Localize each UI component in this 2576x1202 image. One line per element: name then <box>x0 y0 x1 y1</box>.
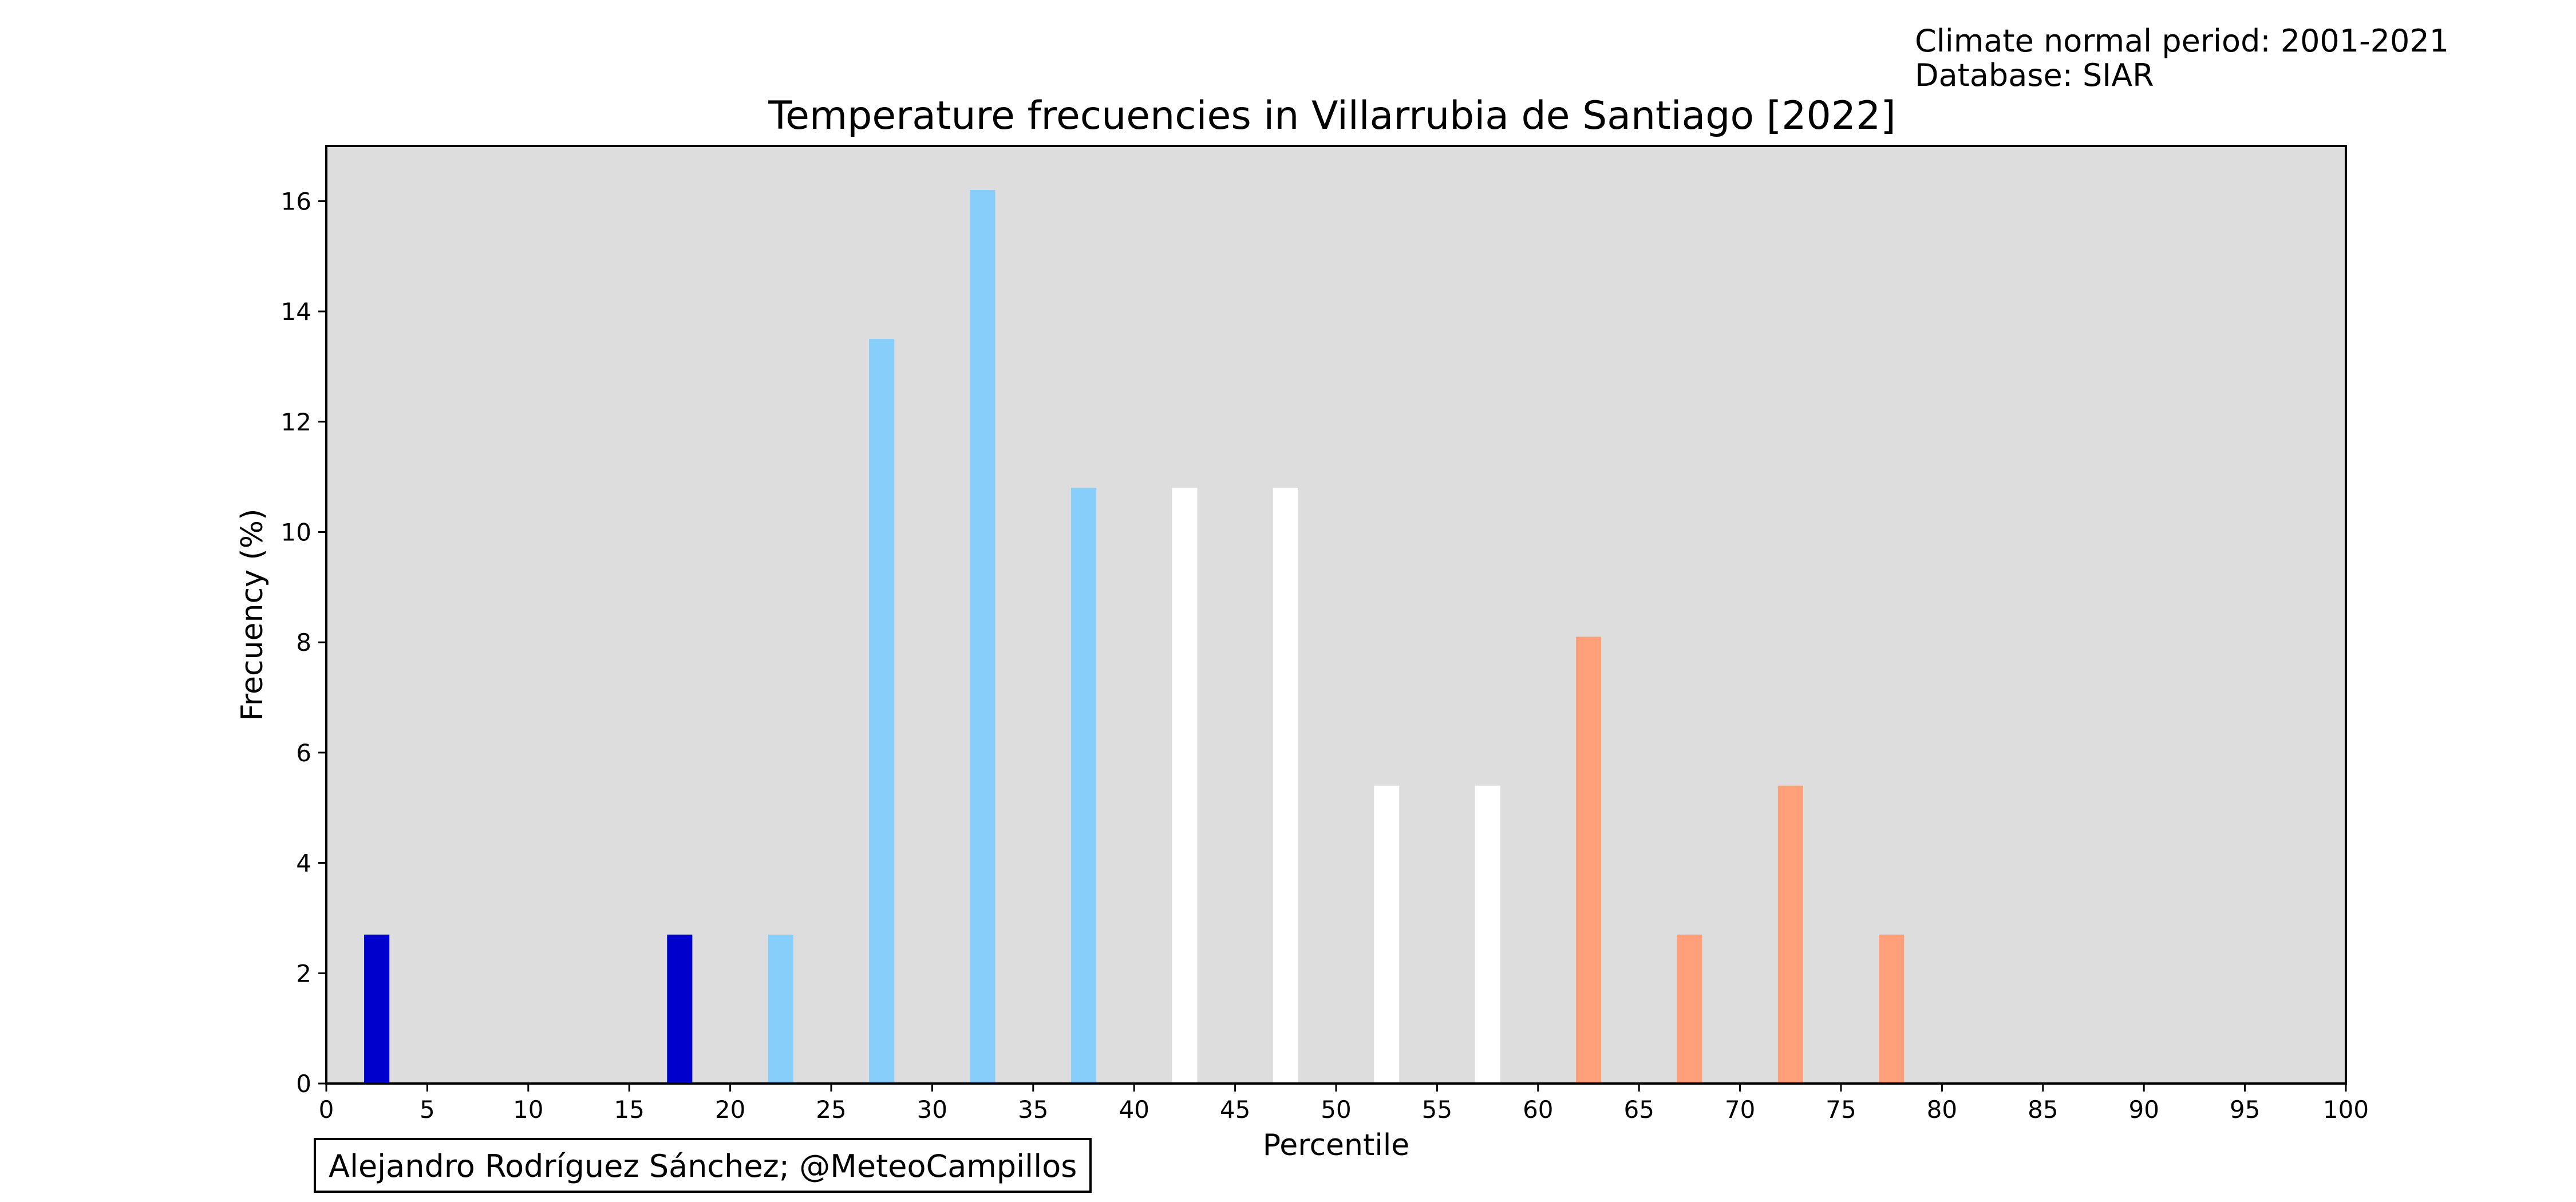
author-credit: Alejandro Rodríguez Sánchez; @MeteoCampi… <box>314 1138 1092 1193</box>
x-axis: 0 5 10 15 20 25 30 35 40 45 50 55 60 65 70 75 80 85 90 95 10… <box>319 1084 2369 1124</box>
x-tick-label-16: 80 <box>1927 1096 1957 1124</box>
bar-3 <box>869 339 895 1084</box>
bar-5 <box>1071 488 1097 1084</box>
y-tick-label-1: 2 <box>296 959 311 987</box>
bar-6 <box>1172 488 1198 1084</box>
x-tick-label-3: 15 <box>614 1096 644 1124</box>
x-tick-label-8: 40 <box>1119 1096 1149 1124</box>
x-tick-label-5: 25 <box>816 1096 846 1124</box>
x-tick-label-10: 50 <box>1321 1096 1351 1124</box>
bar-1 <box>667 934 693 1084</box>
climate-period-text: Climate normal period: 2001-2021 <box>1915 23 2449 59</box>
plot-background <box>326 146 2346 1084</box>
x-tick-label-12: 60 <box>1523 1096 1553 1124</box>
y-tick-label-7: 14 <box>281 298 311 326</box>
bar-4 <box>970 190 995 1084</box>
database-text: Database: SIAR <box>1915 57 2154 93</box>
bars-layer <box>364 190 1905 1084</box>
x-tick-label-20: 100 <box>2323 1096 2369 1124</box>
bar-0 <box>364 934 390 1084</box>
x-tick-label-15: 75 <box>1826 1096 1856 1124</box>
bar-12 <box>1777 785 1803 1084</box>
x-tick-label-1: 5 <box>420 1096 435 1124</box>
y-tick-label-3: 6 <box>296 739 311 767</box>
x-tick-label-9: 45 <box>1220 1096 1250 1124</box>
bar-11 <box>1677 934 1702 1084</box>
bar-8 <box>1374 785 1400 1084</box>
x-tick-label-4: 20 <box>715 1096 745 1124</box>
y-axis-label: Frecuency (%) <box>235 509 270 721</box>
chart-title: Temperature frecuencies in Villarrubia d… <box>768 93 1896 139</box>
y-tick-label-2: 4 <box>296 849 311 877</box>
bar-9 <box>1475 785 1500 1084</box>
bar-2 <box>768 934 793 1084</box>
x-tick-label-19: 95 <box>2230 1096 2260 1124</box>
y-axis: 0 2 4 6 8 10 12 14 16 <box>281 187 326 1098</box>
x-tick-label-18: 90 <box>2128 1096 2159 1124</box>
x-axis-label: Percentile <box>1263 1128 1410 1163</box>
y-tick-label-6: 12 <box>281 408 311 436</box>
y-tick-label-8: 16 <box>281 187 311 215</box>
x-tick-label-7: 35 <box>1018 1096 1048 1124</box>
y-tick-label-5: 10 <box>281 518 311 546</box>
bar-13 <box>1879 934 1905 1084</box>
bar-10 <box>1576 636 1602 1084</box>
x-tick-label-13: 65 <box>1623 1096 1654 1124</box>
y-tick-label-0: 0 <box>296 1070 311 1098</box>
x-tick-label-11: 55 <box>1422 1096 1452 1124</box>
bar-7 <box>1273 488 1298 1084</box>
y-tick-label-4: 8 <box>296 628 311 657</box>
x-tick-label-0: 0 <box>319 1096 334 1124</box>
x-tick-label-17: 85 <box>2028 1096 2058 1124</box>
x-tick-label-6: 30 <box>917 1096 947 1124</box>
x-tick-label-2: 10 <box>513 1096 543 1124</box>
x-tick-label-14: 70 <box>1725 1096 1755 1124</box>
